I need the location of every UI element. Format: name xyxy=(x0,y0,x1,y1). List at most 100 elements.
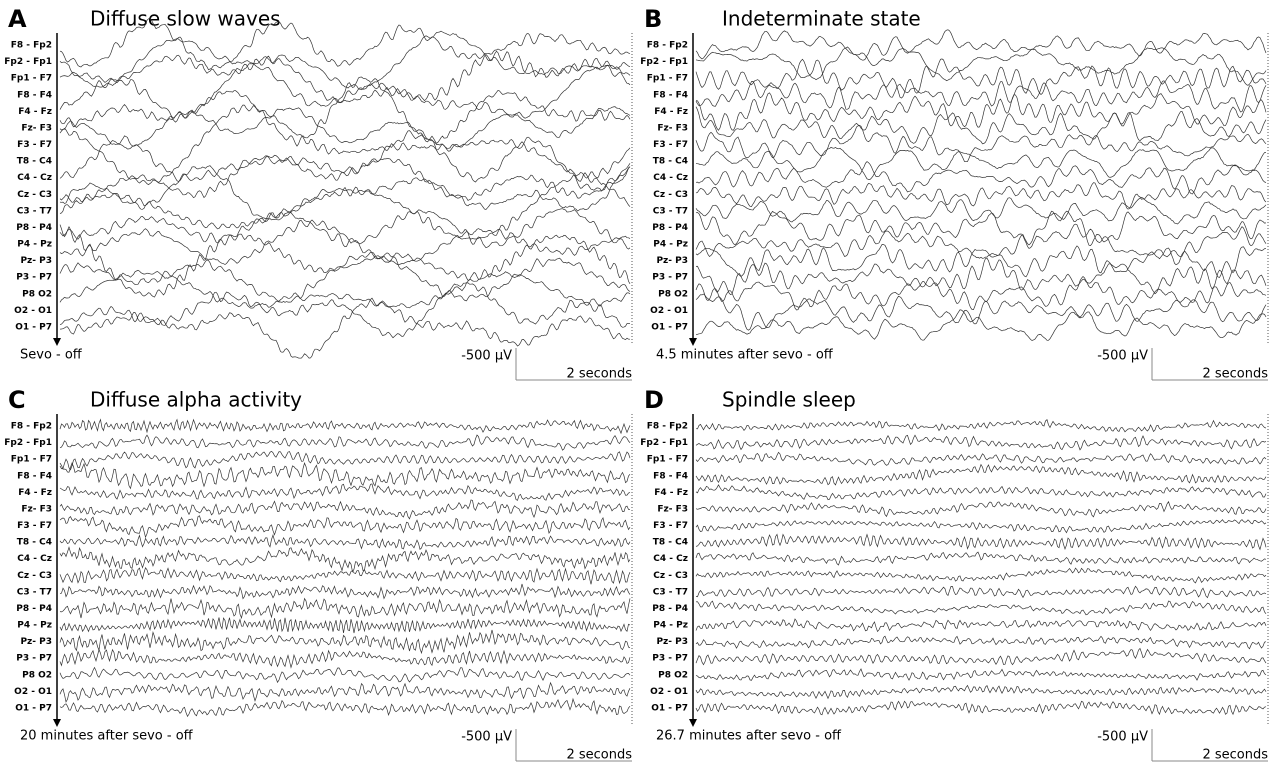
eeg-trace xyxy=(59,50,631,104)
channel-label: Pz- P3 xyxy=(20,637,52,647)
eeg-trace xyxy=(59,172,631,240)
eeg-trace xyxy=(59,697,631,718)
channel-label: Pz- P3 xyxy=(656,256,688,266)
eeg-trace xyxy=(59,499,631,520)
channel-label: Fp2 - Fp1 xyxy=(640,57,688,67)
channel-label: Fz- F3 xyxy=(21,123,52,133)
channel-label: P3 - P7 xyxy=(16,654,52,664)
channel-label: Fp1 - F7 xyxy=(11,74,52,84)
eeg-trace xyxy=(695,567,1267,584)
axis-arrow xyxy=(689,719,697,727)
panel: C Diffuse alpha activity F8 - Fp2 Fp2 - Fp1… xyxy=(4,386,633,762)
panel-letter: B xyxy=(644,5,662,33)
channel-label: C3 - T7 xyxy=(17,206,52,216)
eeg-trace xyxy=(695,585,1267,599)
channel-label: Fz- F3 xyxy=(657,123,688,133)
eeg-trace xyxy=(695,668,1267,681)
eeg-trace xyxy=(59,297,630,359)
eeg-trace xyxy=(59,154,631,203)
channel-label: F3 - F7 xyxy=(653,140,688,150)
channel-label: F8 - F4 xyxy=(17,471,52,481)
channel-label: F3 - F7 xyxy=(17,521,52,531)
eeg-trace xyxy=(695,700,1267,716)
axis-arrow xyxy=(53,719,61,727)
panel-title: Diffuse slow waves xyxy=(90,7,281,31)
eeg-trace xyxy=(59,567,631,585)
channel-label: T8 - C4 xyxy=(653,538,688,548)
channel-label: C4 - Cz xyxy=(653,173,688,183)
channel-label: F8 - Fp2 xyxy=(11,422,52,432)
eeg-trace xyxy=(59,17,631,71)
time-label: 2 seconds xyxy=(1202,748,1268,762)
eeg-trace xyxy=(59,208,631,250)
eeg-trace xyxy=(59,462,631,490)
amplitude-label: -500 µV xyxy=(1097,730,1148,745)
eeg-trace xyxy=(695,600,1267,616)
eeg-trace xyxy=(59,434,631,451)
channel-label: Fp2 - Fp1 xyxy=(640,438,688,448)
channel-label: F4 - Fz xyxy=(18,107,52,117)
channel-label: Cz - C3 xyxy=(653,190,688,200)
caption: 4.5 minutes after sevo - off xyxy=(656,348,834,363)
time-label: 2 seconds xyxy=(1202,367,1268,382)
caption: 20 minutes after sevo - off xyxy=(20,729,194,744)
channel-label: F8 - F4 xyxy=(653,471,688,481)
eeg-trace xyxy=(695,500,1267,518)
channel-label: F8 - Fp2 xyxy=(11,41,52,51)
eeg-trace xyxy=(59,224,631,298)
panel: B Indeterminate state F8 - Fp2 Fp2 - Fp1 Fp1… xyxy=(640,5,1269,382)
channel-label: C4 - Cz xyxy=(653,554,688,564)
eeg-trace xyxy=(695,293,1267,331)
channel-label: P3 - P7 xyxy=(652,273,688,283)
eeg-trace xyxy=(695,647,1267,666)
eeg-trace xyxy=(59,533,631,550)
channel-label: F3 - F7 xyxy=(17,140,52,150)
eeg-trace xyxy=(59,483,631,501)
channel-label: P8 O2 xyxy=(22,289,52,299)
channel-label: Fp2 - Fp1 xyxy=(4,57,52,67)
panel-letter: C xyxy=(8,386,26,414)
channel-label: O1 - P7 xyxy=(651,704,688,714)
eeg-trace xyxy=(695,46,1267,86)
channel-label: Pz- P3 xyxy=(20,256,52,266)
eeg-trace xyxy=(695,106,1267,145)
eeg-trace xyxy=(695,418,1267,433)
channel-label: Fz- F3 xyxy=(657,504,688,514)
panel-title: Spindle sleep xyxy=(722,388,856,412)
channel-label: C3 - T7 xyxy=(653,587,688,597)
channel-label: P4 - Pz xyxy=(653,621,688,631)
channel-label: P8 O2 xyxy=(658,289,688,299)
channel-label: T8 - C4 xyxy=(653,157,688,167)
eeg-trace xyxy=(59,62,631,119)
channel-label: F8 - F4 xyxy=(653,90,688,100)
caption: Sevo - off xyxy=(20,348,83,363)
eeg-trace xyxy=(59,269,631,309)
channel-label: F8 - Fp2 xyxy=(647,41,688,51)
axis-arrow xyxy=(689,338,697,346)
eeg-trace xyxy=(695,684,1267,700)
channel-label: F4 - Fz xyxy=(654,488,688,498)
amplitude-label: -500 µV xyxy=(461,730,512,745)
time-label: 2 seconds xyxy=(566,367,632,382)
channel-label: F8 - Fp2 xyxy=(647,422,688,432)
channel-label: Fp1 - F7 xyxy=(647,74,688,84)
channel-label: P8 O2 xyxy=(22,670,52,680)
channel-label: P3 - P7 xyxy=(652,654,688,664)
panel-letter: D xyxy=(644,386,664,414)
eeg-trace xyxy=(59,219,631,266)
eeg-trace xyxy=(695,58,1267,99)
channel-label: O1 - P7 xyxy=(15,323,52,333)
eeg-trace xyxy=(695,519,1267,534)
channel-label: T8 - C4 xyxy=(17,157,52,167)
eeg-trace xyxy=(695,223,1267,259)
eeg-trace xyxy=(695,244,1267,278)
channel-label: O2 - O1 xyxy=(14,687,52,697)
channel-label: Fp1 - F7 xyxy=(647,455,688,465)
channel-label: P4 - Pz xyxy=(653,240,688,250)
eeg-trace xyxy=(695,146,1266,180)
eeg-trace xyxy=(695,161,1267,195)
panel-title: Diffuse alpha activity xyxy=(90,388,302,412)
eeg-trace xyxy=(695,197,1267,225)
channel-label: F3 - F7 xyxy=(653,521,688,531)
channel-label: C4 - Cz xyxy=(17,554,52,564)
